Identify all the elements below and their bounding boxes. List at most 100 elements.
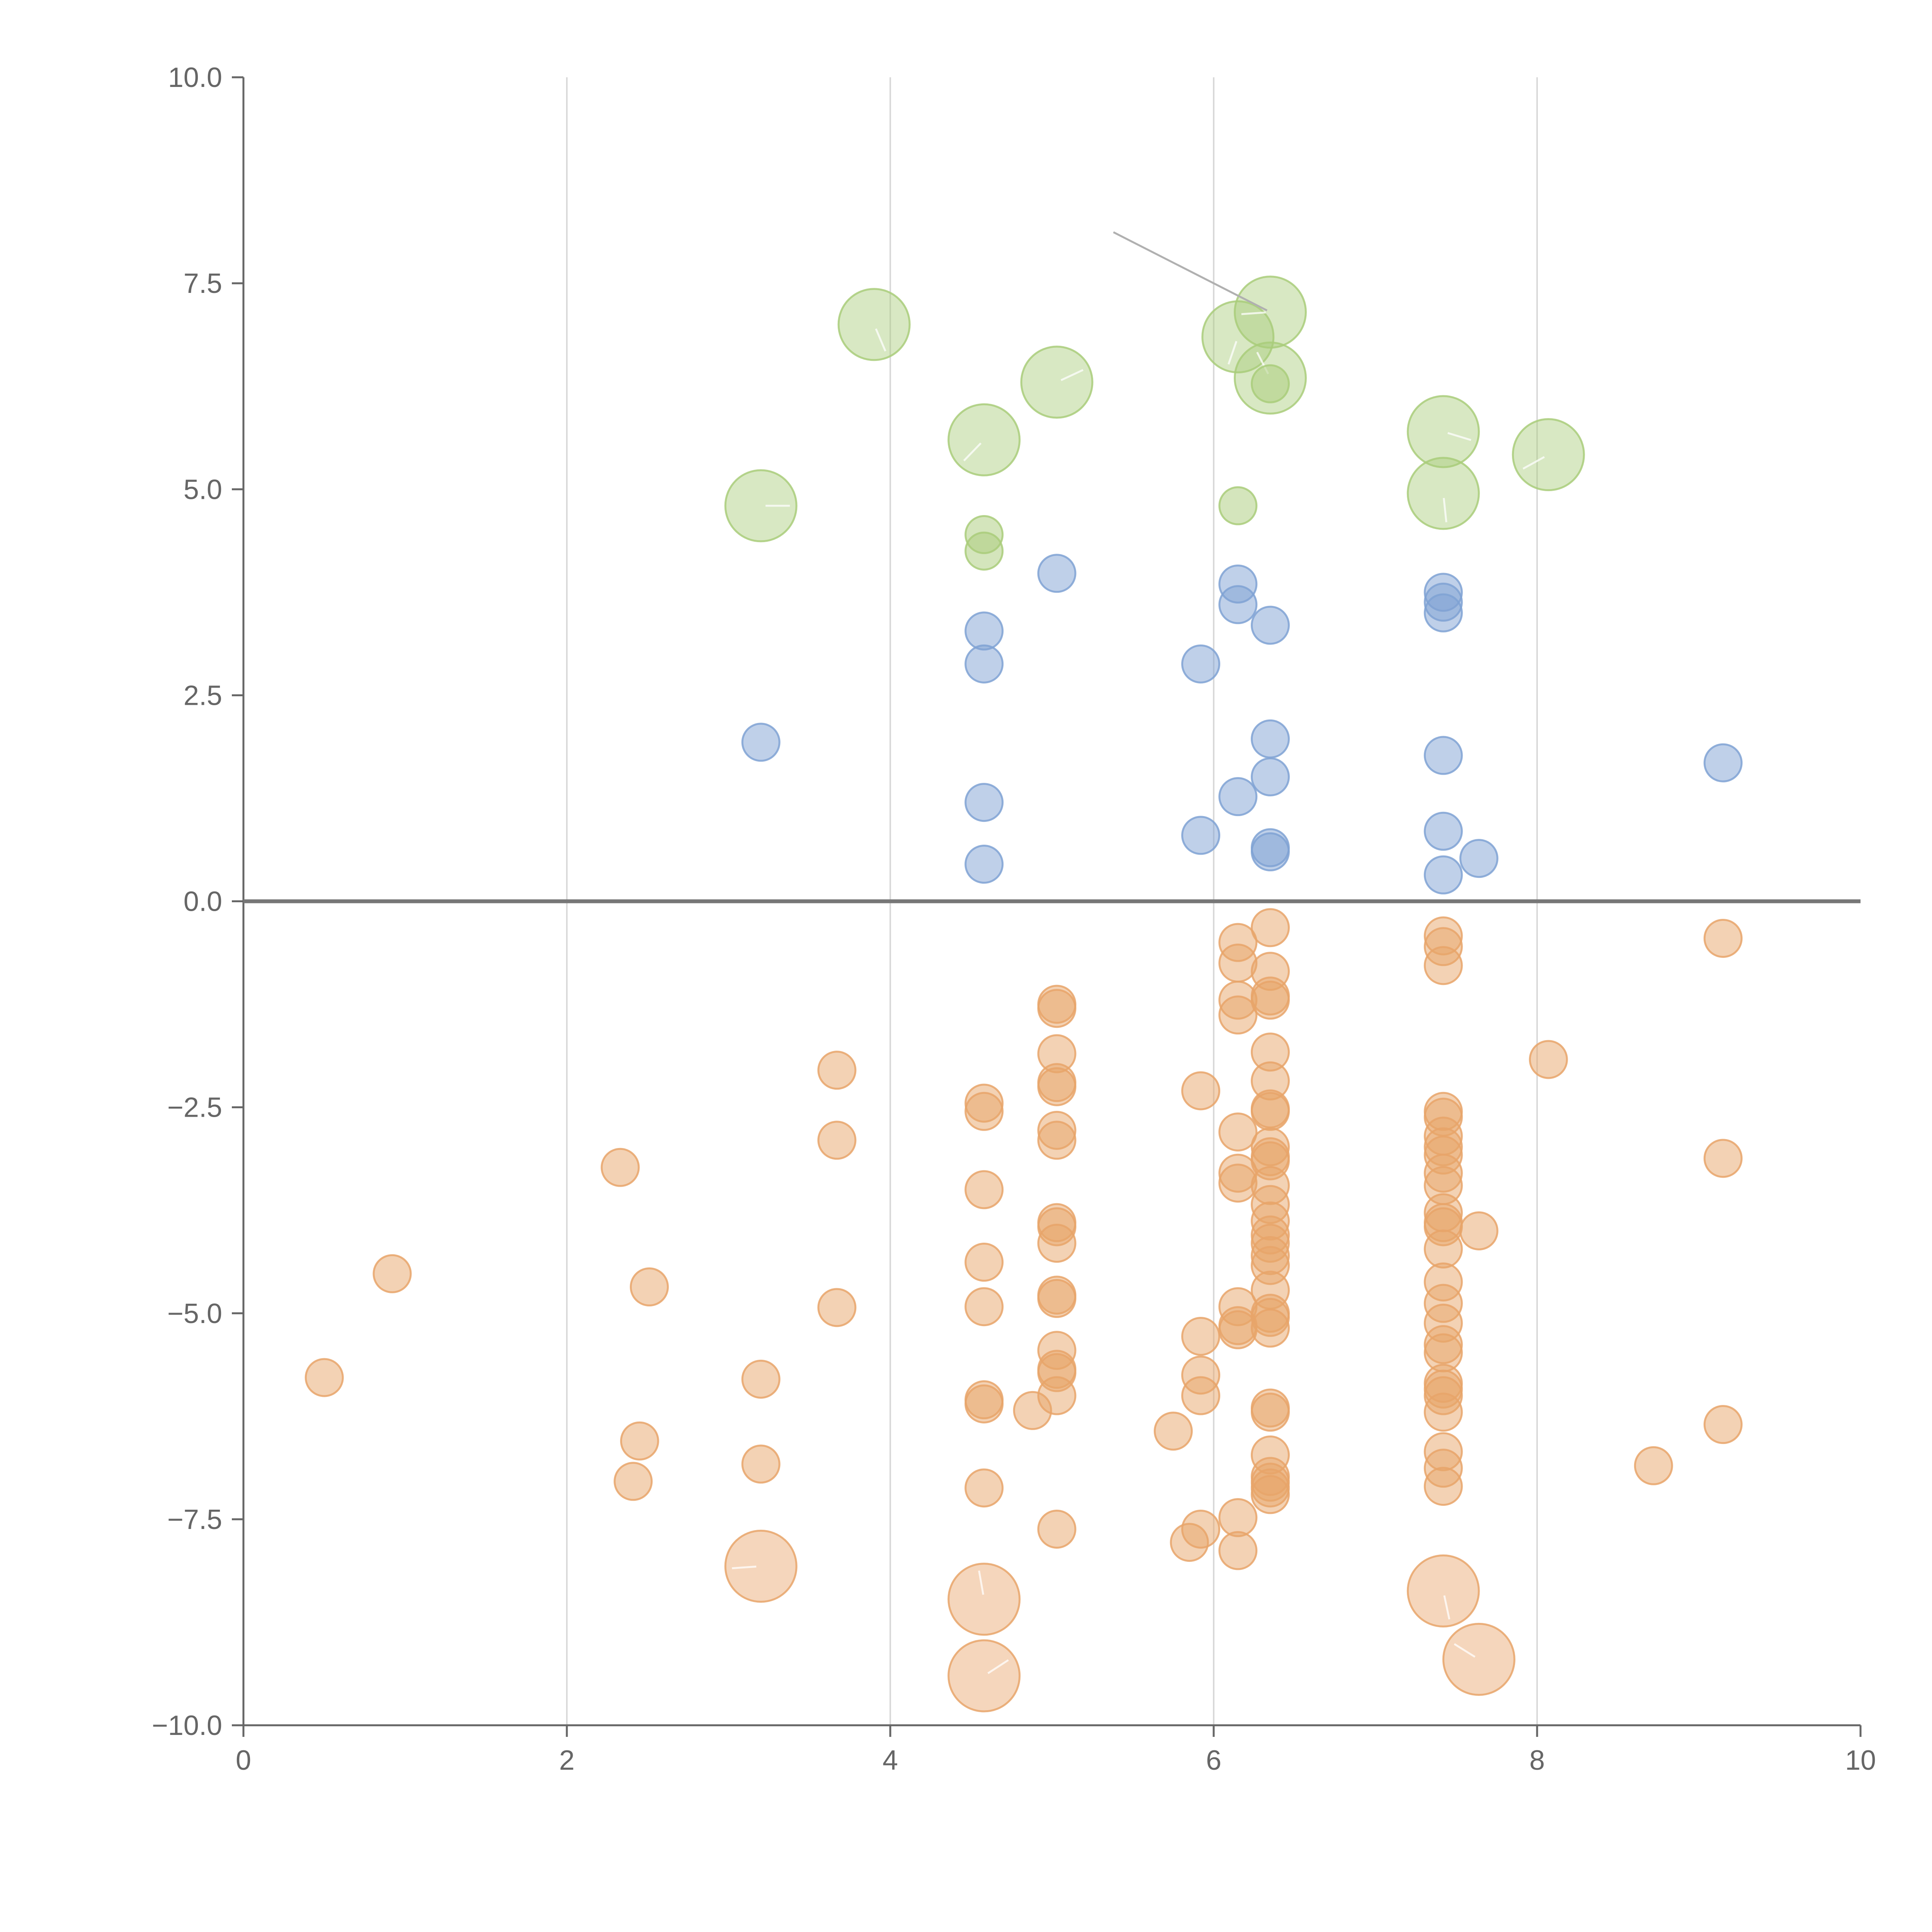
- orange-point-38: [1037, 1376, 1077, 1415]
- blue-point-12: [1250, 719, 1290, 759]
- orange-point-43: [1181, 1316, 1221, 1356]
- orange-point-66: [1250, 1092, 1290, 1131]
- orange-point-18: [964, 1384, 1004, 1423]
- orange-point-3: [614, 1462, 653, 1501]
- green-point-10: [1250, 364, 1290, 403]
- orange-point-15: [964, 1243, 1004, 1282]
- orange-point-11: [817, 1288, 857, 1327]
- orange-point-27: [1037, 1067, 1077, 1106]
- green-point-5: [1020, 345, 1094, 419]
- green-point-11: [1406, 395, 1480, 468]
- green-point-marker-5: [1060, 369, 1084, 381]
- y-tick-label: 2.5: [184, 680, 222, 711]
- green-point-13: [1512, 418, 1585, 492]
- blue-point-7: [1181, 816, 1221, 855]
- orange-point-14: [964, 1170, 1004, 1209]
- green-point-0: [724, 469, 798, 543]
- blue-point-15: [1250, 832, 1290, 872]
- green-point-marker-12: [1443, 498, 1447, 522]
- green-point-marker-1: [875, 328, 886, 352]
- orange-point-50: [1218, 995, 1258, 1035]
- orange-point-80: [1250, 1308, 1290, 1348]
- x-tick-label: 8: [1529, 1745, 1545, 1776]
- green-point-marker-8: [1241, 311, 1266, 315]
- orange-point-34: [1037, 1279, 1077, 1318]
- y-tick-label: 7.5: [184, 268, 222, 299]
- orange-point-19: [964, 1468, 1004, 1508]
- series-green: [724, 276, 1585, 571]
- orange-point-62: [1250, 980, 1290, 1020]
- blue-point-0: [741, 723, 781, 762]
- orange-point-7: [741, 1444, 781, 1484]
- green-point-8: [1233, 276, 1307, 349]
- x-tick-label: 4: [883, 1745, 898, 1776]
- axes: 10.0 7.5 5.0 2.5 0.0 −2.5 −5.0 −7.5 −10.0 0 2 4 6 8 10: [152, 62, 1876, 1776]
- blue-point-2: [964, 644, 1004, 684]
- orange-point-87: [1250, 1475, 1290, 1514]
- orange-point-8: [724, 1529, 798, 1603]
- orange-point-9: [817, 1051, 857, 1090]
- green-point-marker-2: [963, 442, 982, 461]
- orange-point-6: [741, 1359, 781, 1399]
- orange-point-82: [1250, 1393, 1290, 1432]
- orange-point-51: [1218, 1112, 1258, 1152]
- blue-point-3: [964, 783, 1004, 822]
- orange-point-32: [1037, 1223, 1077, 1263]
- orange-point-16: [964, 1287, 1004, 1327]
- orange-point-115: [1459, 1211, 1498, 1250]
- blue-point-4: [964, 845, 1004, 884]
- orange-point-90: [1423, 946, 1463, 985]
- orange-point-4: [620, 1421, 659, 1461]
- green-point-marker-11: [1447, 432, 1471, 441]
- data-points: [304, 276, 1743, 1713]
- orange-point-13: [964, 1092, 1004, 1131]
- orange-point-110: [1423, 1393, 1463, 1432]
- orange-point-20: [947, 1563, 1021, 1636]
- y-tick-label: −2.5: [167, 1092, 222, 1123]
- x-tick-label: 2: [559, 1745, 575, 1776]
- y-tick-label: −5.0: [167, 1298, 222, 1329]
- orange-point-57: [1218, 1498, 1258, 1537]
- series-blue: [741, 554, 1743, 895]
- orange-point-marker-116: [1454, 1643, 1476, 1658]
- orange-point-120: [1703, 1139, 1743, 1178]
- series-orange: [304, 908, 1743, 1713]
- orange-point-39: [1037, 1509, 1077, 1549]
- blue-point-21: [1423, 855, 1463, 895]
- orange-point-40: [1153, 1412, 1193, 1451]
- orange-point-46: [1181, 1509, 1221, 1549]
- blue-point-5: [1037, 554, 1077, 593]
- y-tick-label: 10.0: [168, 62, 222, 93]
- orange-point-marker-8: [732, 1565, 757, 1570]
- green-point-marker-13: [1522, 456, 1545, 470]
- orange-point-121: [1703, 1405, 1743, 1444]
- orange-point-45: [1181, 1376, 1221, 1415]
- orange-point-117: [1529, 1040, 1568, 1079]
- orange-point-marker-20: [978, 1570, 985, 1595]
- orange-point-1: [372, 1254, 412, 1293]
- x-tick-label: 6: [1206, 1745, 1221, 1776]
- green-point-12: [1406, 457, 1480, 530]
- orange-point-113: [1423, 1467, 1463, 1506]
- orange-point-24: [1037, 989, 1077, 1028]
- orange-point-42: [1181, 1071, 1221, 1111]
- orange-point-119: [1703, 918, 1743, 958]
- blue-point-18: [1423, 593, 1463, 633]
- orange-point-marker-114: [1443, 1595, 1451, 1620]
- blue-point-23: [1703, 743, 1743, 782]
- x-tick-label: 0: [236, 1745, 251, 1776]
- y-tick-label: −10.0: [152, 1710, 222, 1741]
- x-tick-label: 10: [1845, 1745, 1876, 1776]
- orange-point-5: [629, 1267, 669, 1307]
- orange-point-2: [600, 1148, 640, 1187]
- orange-point-114: [1406, 1554, 1480, 1628]
- green-point-marker-7: [1227, 341, 1238, 365]
- green-point-6: [1218, 486, 1258, 526]
- y-tick-label: 0.0: [184, 886, 222, 917]
- blue-point-22: [1459, 839, 1498, 878]
- y-tick-label: 5.0: [184, 474, 222, 505]
- green-point-1: [837, 288, 911, 361]
- orange-point-0: [304, 1358, 344, 1397]
- blue-point-11: [1250, 605, 1290, 645]
